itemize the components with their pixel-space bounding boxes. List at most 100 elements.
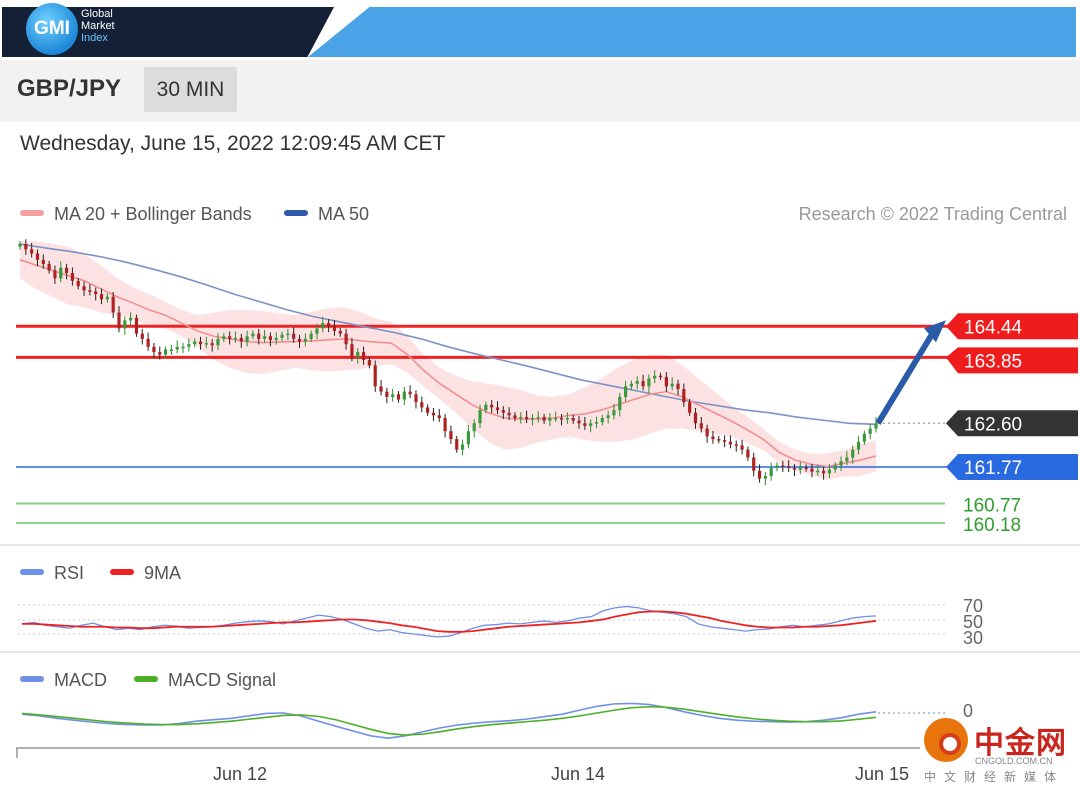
candle-body — [420, 402, 424, 408]
candle-body — [490, 404, 494, 408]
rsi-tick-50: 50 — [963, 612, 983, 632]
legend-label-9ma: 9MA — [144, 563, 182, 583]
candle-body — [816, 470, 820, 473]
interval-button[interactable]: 30 MIN — [144, 67, 237, 112]
price-tag-bg-164.44 — [946, 313, 1078, 340]
legend-ma50: MA 50 — [284, 204, 369, 225]
candle-body — [332, 325, 337, 331]
candle-body — [752, 457, 756, 471]
logo-line-2: Market — [81, 20, 115, 32]
research-credit: Research © 2022 Trading Central — [798, 204, 1067, 224]
candle-body — [507, 412, 511, 416]
legend-swatch-ma20 — [20, 210, 44, 217]
site-header: GMI Global Market Index — [0, 0, 1080, 58]
candle-body — [158, 352, 162, 355]
candle-body — [210, 343, 214, 346]
ma20-line — [19, 259, 877, 468]
candle-body — [740, 445, 744, 450]
candle-body — [361, 352, 366, 360]
candle-body — [396, 394, 401, 400]
candle-body — [827, 469, 832, 474]
candle-body — [501, 410, 505, 413]
candle-body — [769, 468, 773, 476]
candle-body — [94, 291, 98, 295]
rsi-tick-70: 70 — [963, 596, 983, 616]
legend-label-ma50: MA 50 — [318, 204, 370, 224]
x-tick-label: Jun 12 — [213, 764, 267, 784]
candle-body — [606, 415, 610, 418]
candle-body — [600, 418, 604, 423]
candle-body — [274, 337, 278, 340]
candle-body — [129, 317, 133, 321]
candle-body — [449, 431, 453, 440]
candle-body — [286, 333, 290, 336]
candle-body — [204, 343, 208, 345]
legend-label-rsi: RSI — [54, 563, 85, 583]
watermark-subtitle: 中文财经新媒体 — [924, 770, 1065, 784]
candle-body — [431, 412, 436, 416]
chart-timestamp: Wednesday, June 15, 2022 12:09:45 AM CET — [20, 132, 446, 155]
candle-body — [495, 407, 500, 411]
candle-body — [658, 375, 663, 378]
candle-body — [222, 336, 226, 339]
x-tick-label: Jun 15 — [855, 764, 909, 784]
candle-body — [111, 296, 115, 313]
candle-body — [321, 323, 325, 329]
candle-body — [717, 439, 721, 441]
candle-body — [41, 259, 45, 265]
candle-body — [822, 470, 826, 474]
gmi-logo[interactable]: GMI — [26, 3, 78, 55]
price-tag-164.44: 164.44 — [964, 317, 1023, 338]
candle-body — [548, 418, 552, 421]
candle-body — [356, 352, 360, 358]
candle-body — [280, 334, 284, 338]
candle-body — [734, 444, 738, 446]
legend-rsi: RSI — [20, 563, 84, 584]
macd-series-MACD-Signal — [21, 705, 877, 736]
bollinger-band — [20, 241, 876, 480]
legend-label-macd-signal: MACD Signal — [168, 670, 277, 690]
level-lines — [16, 324, 1076, 524]
candle-body — [757, 470, 762, 479]
legend-ma20: MA 20 + Bollinger Bands — [20, 204, 252, 225]
candle-body — [594, 422, 599, 424]
candle-body — [653, 375, 657, 379]
candle-body — [303, 338, 307, 342]
cngold-watermark: 中金网 CNGOLD.COM.CN 中文财经新媒体 — [920, 714, 1070, 786]
candle-body — [47, 264, 51, 271]
candle-body — [862, 433, 866, 442]
candle-body — [635, 381, 639, 384]
price-tag-163.85: 163.85 — [964, 351, 1022, 372]
candle-body — [833, 465, 837, 470]
candle-body — [466, 431, 470, 445]
candle-body — [641, 381, 645, 387]
legend-label-ma20: MA 20 + Bollinger Bands — [54, 204, 252, 224]
rsi-series-9MA — [22, 610, 877, 633]
candle-body — [391, 394, 395, 397]
gmi-logo-text: Global Market Index — [81, 8, 115, 44]
candle-body — [792, 468, 797, 470]
legend-swatch-rsi — [20, 569, 44, 576]
candle-body — [123, 320, 127, 329]
candle-body — [193, 341, 197, 345]
candle-body — [868, 428, 872, 434]
legend-macd: MACD — [20, 670, 107, 691]
logo-line-3: Index — [81, 32, 108, 44]
candle-body — [618, 396, 622, 411]
candle-body — [53, 270, 57, 279]
candle-body — [262, 336, 267, 339]
candle-body — [408, 391, 412, 395]
candle-body — [629, 383, 634, 387]
price-tag-160.77: 160.77 — [963, 495, 1021, 516]
candle-body — [59, 267, 63, 279]
legend-9ma: 9MA — [110, 563, 181, 584]
candle-body — [798, 467, 802, 470]
candle-body — [519, 416, 523, 419]
candle-body — [705, 428, 709, 437]
candle-body — [647, 378, 651, 387]
candle-body — [577, 420, 581, 424]
candle-body — [711, 436, 715, 440]
candle-body — [402, 391, 406, 400]
candle-body — [181, 346, 185, 349]
